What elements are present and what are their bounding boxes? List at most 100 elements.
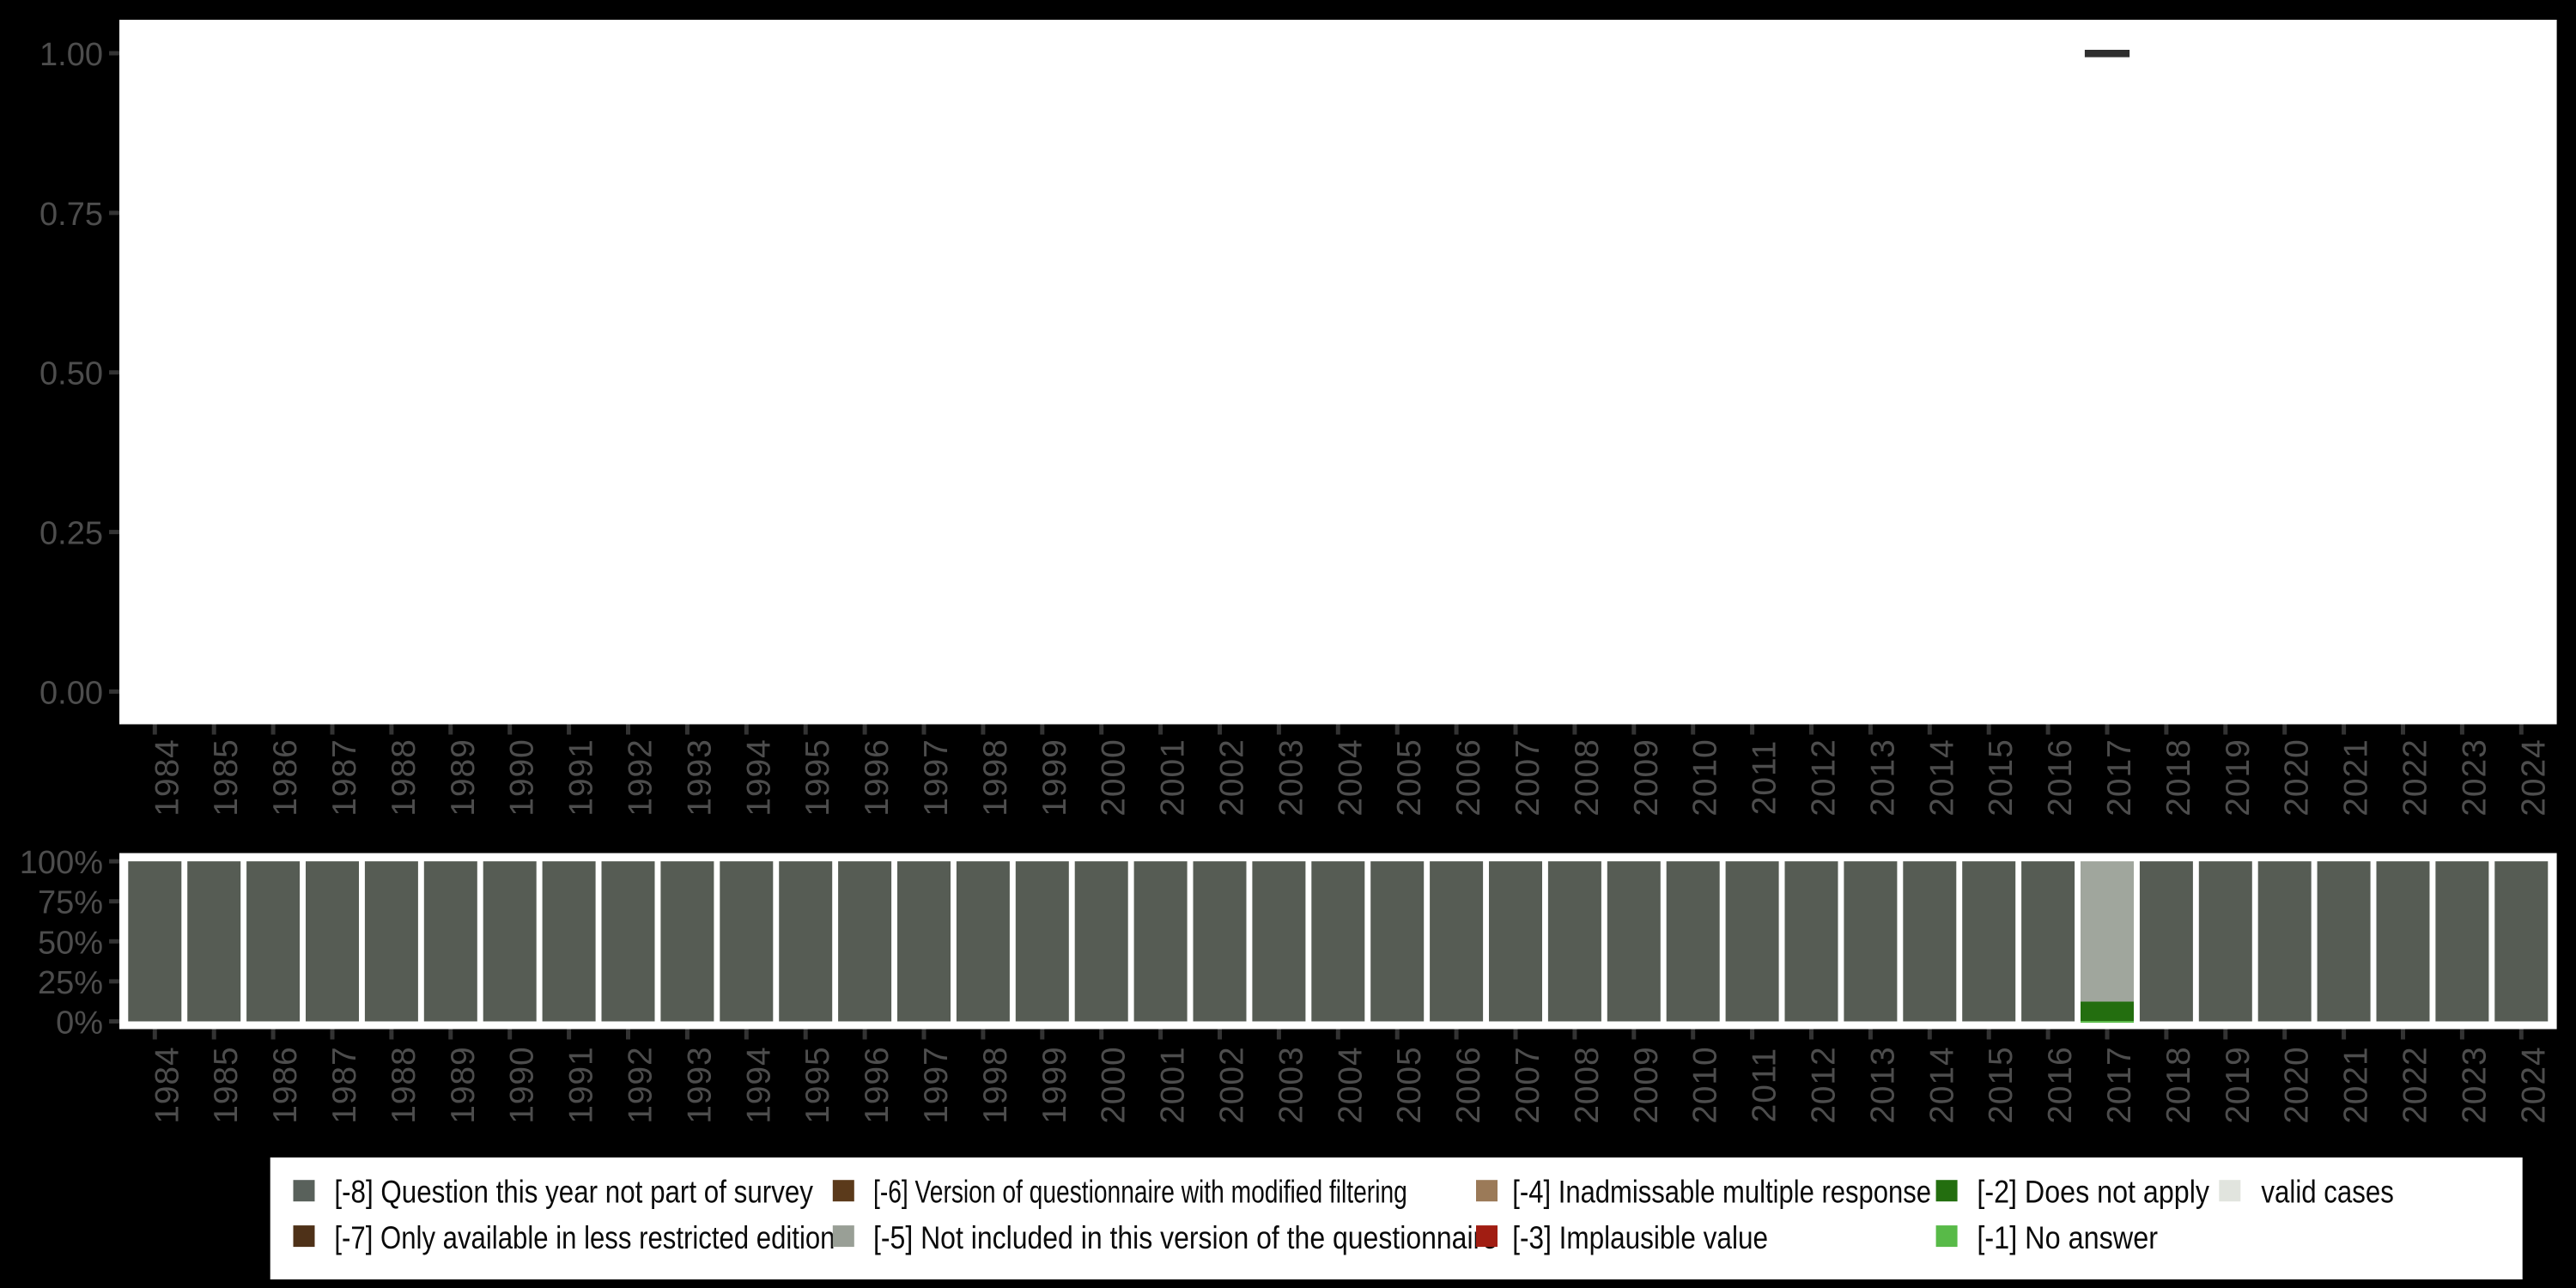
svg-text:1999: 1999 xyxy=(1036,738,1073,816)
svg-text:2000: 2000 xyxy=(1096,738,1133,816)
svg-text:2012: 2012 xyxy=(1806,1046,1843,1123)
svg-text:2010: 2010 xyxy=(1687,1046,1724,1123)
svg-text:1989: 1989 xyxy=(445,738,482,816)
svg-text:0.50: 0.50 xyxy=(39,356,103,392)
svg-text:2022: 2022 xyxy=(2397,1046,2434,1123)
svg-text:50%: 50% xyxy=(38,925,103,961)
svg-text:0.25: 0.25 xyxy=(39,516,103,552)
svg-text:2011: 2011 xyxy=(1747,740,1783,815)
svg-text:1985: 1985 xyxy=(208,738,245,816)
svg-text:1997: 1997 xyxy=(918,1046,955,1123)
svg-text:1.00: 1.00 xyxy=(39,37,103,73)
svg-text:1998: 1998 xyxy=(977,1046,1014,1123)
svg-text:2015: 2015 xyxy=(1983,1046,2020,1123)
svg-text:2018: 2018 xyxy=(2160,738,2197,816)
svg-text:1991: 1991 xyxy=(563,1046,600,1123)
svg-text:1992: 1992 xyxy=(623,738,659,816)
svg-text:1993: 1993 xyxy=(681,738,718,816)
svg-text:2011: 2011 xyxy=(1747,1048,1783,1122)
svg-text:2009: 2009 xyxy=(1628,738,1665,816)
svg-text:2004: 2004 xyxy=(1332,1046,1369,1123)
svg-text:2000: 2000 xyxy=(1096,1046,1133,1123)
svg-text:1986: 1986 xyxy=(267,1046,304,1123)
svg-text:2005: 2005 xyxy=(1391,1046,1428,1123)
svg-text:1994: 1994 xyxy=(740,1046,777,1123)
svg-text:1986: 1986 xyxy=(267,738,304,816)
svg-text:2004: 2004 xyxy=(1332,738,1369,816)
svg-text:2015: 2015 xyxy=(1983,738,2020,816)
svg-text:2001: 2001 xyxy=(1155,738,1192,816)
svg-text:2010: 2010 xyxy=(1687,738,1724,816)
svg-text:2020: 2020 xyxy=(2279,1046,2316,1123)
svg-text:2009: 2009 xyxy=(1628,1046,1665,1123)
svg-text:1988: 1988 xyxy=(386,738,422,816)
svg-text:25%: 25% xyxy=(38,965,103,1001)
svg-text:1997: 1997 xyxy=(918,738,955,816)
svg-text:2002: 2002 xyxy=(1214,1046,1251,1123)
svg-text:1992: 1992 xyxy=(623,1046,659,1123)
svg-text:1995: 1995 xyxy=(799,738,836,816)
svg-text:2014: 2014 xyxy=(1923,1046,1960,1123)
svg-text:2019: 2019 xyxy=(2220,1046,2257,1123)
svg-text:2003: 2003 xyxy=(1273,1046,1309,1123)
svg-text:1990: 1990 xyxy=(504,1046,541,1123)
svg-text:2023: 2023 xyxy=(2456,738,2493,816)
svg-text:1995: 1995 xyxy=(799,1046,836,1123)
svg-text:0%: 0% xyxy=(56,1005,103,1042)
svg-text:1990: 1990 xyxy=(504,738,541,816)
svg-text:2012: 2012 xyxy=(1806,738,1843,816)
svg-text:2005: 2005 xyxy=(1391,738,1428,816)
svg-text:2006: 2006 xyxy=(1450,1046,1487,1123)
svg-text:2013: 2013 xyxy=(1864,738,1901,816)
svg-text:1991: 1991 xyxy=(563,738,600,816)
svg-text:2019: 2019 xyxy=(2220,738,2257,816)
svg-text:1996: 1996 xyxy=(859,1046,896,1123)
svg-text:0.00: 0.00 xyxy=(39,675,103,711)
svg-text:2021: 2021 xyxy=(2338,1046,2375,1123)
svg-text:2016: 2016 xyxy=(2042,738,2079,816)
svg-text:1987: 1987 xyxy=(326,1046,363,1123)
svg-text:1996: 1996 xyxy=(859,738,896,816)
svg-text:[-8] Question this year not pa: [-8] Question this year not part of surv… xyxy=(334,1174,813,1209)
svg-text:1985: 1985 xyxy=(208,1046,245,1123)
svg-text:1987: 1987 xyxy=(326,738,363,816)
svg-text:2023: 2023 xyxy=(2456,1046,2493,1123)
svg-text:[-4] Inadmissable multiple res: [-4] Inadmissable multiple response xyxy=(1512,1174,1931,1209)
svg-text:75%: 75% xyxy=(38,885,103,921)
svg-text:2008: 2008 xyxy=(1569,738,1606,816)
svg-text:2020: 2020 xyxy=(2279,738,2316,816)
svg-text:[-1] No answer: [-1] No answer xyxy=(1977,1220,2158,1255)
svg-text:2003: 2003 xyxy=(1273,738,1309,816)
svg-text:1993: 1993 xyxy=(681,1046,718,1123)
svg-text:2021: 2021 xyxy=(2338,738,2375,816)
svg-text:valid cases: valid cases xyxy=(2261,1174,2394,1209)
svg-text:2001: 2001 xyxy=(1155,1046,1192,1123)
svg-text:2007: 2007 xyxy=(1510,1046,1546,1123)
svg-text:2017: 2017 xyxy=(2101,1046,2138,1123)
svg-text:1989: 1989 xyxy=(445,1046,482,1123)
svg-text:[-2] Does not apply: [-2] Does not apply xyxy=(1977,1174,2209,1209)
svg-text:2016: 2016 xyxy=(2042,1046,2079,1123)
svg-text:2006: 2006 xyxy=(1450,738,1487,816)
svg-text:1999: 1999 xyxy=(1036,1046,1073,1123)
svg-text:2022: 2022 xyxy=(2397,738,2434,816)
svg-text:2018: 2018 xyxy=(2160,1046,2197,1123)
svg-text:2014: 2014 xyxy=(1923,738,1960,816)
svg-text:1984: 1984 xyxy=(149,738,185,816)
svg-text:2007: 2007 xyxy=(1510,738,1546,816)
svg-text:[-7] Only available in less re: [-7] Only available in less restricted e… xyxy=(334,1220,835,1255)
svg-text:2002: 2002 xyxy=(1214,738,1251,816)
svg-text:2024: 2024 xyxy=(2515,1046,2552,1123)
svg-text:2008: 2008 xyxy=(1569,1046,1606,1123)
svg-text:1988: 1988 xyxy=(386,1046,422,1123)
svg-text:2013: 2013 xyxy=(1864,1046,1901,1123)
svg-text:1994: 1994 xyxy=(740,738,777,816)
svg-text:[-5] Not included in this vers: [-5] Not included in this version of the… xyxy=(873,1220,1498,1255)
svg-text:100%: 100% xyxy=(20,845,103,881)
svg-text:1998: 1998 xyxy=(977,738,1014,816)
svg-text:1984: 1984 xyxy=(149,1046,185,1123)
svg-text:[-6] Version of questionnaire: [-6] Version of questionnaire with modif… xyxy=(873,1174,1407,1209)
svg-text:2017: 2017 xyxy=(2101,738,2138,816)
svg-text:2024: 2024 xyxy=(2515,738,2552,816)
svg-text:0.75: 0.75 xyxy=(39,197,103,233)
